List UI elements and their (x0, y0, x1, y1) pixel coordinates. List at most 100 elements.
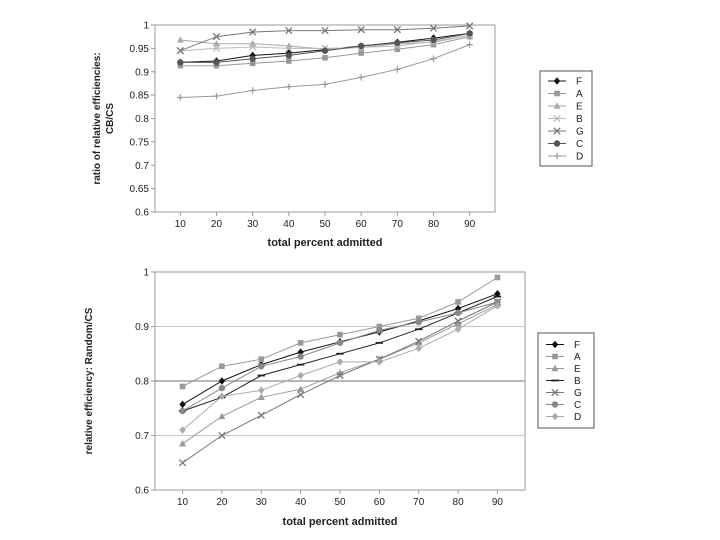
data-point (285, 26, 293, 35)
x-tick-label: 60 (374, 497, 386, 508)
data-point (249, 87, 256, 94)
y-tick-label: 0.7 (135, 161, 149, 172)
data-point (218, 431, 226, 440)
x-tick-label: 40 (295, 497, 307, 508)
x-tick-label: 60 (356, 219, 368, 230)
data-point (358, 50, 364, 56)
legend-marker-G (553, 127, 561, 135)
data-point (218, 392, 226, 401)
data-point (177, 59, 184, 66)
x-tick-label: 20 (211, 219, 223, 230)
data-point (212, 33, 221, 41)
data-point (179, 439, 187, 447)
y-tick-label: 0.9 (135, 67, 149, 78)
legend-marker-D (551, 412, 559, 421)
x-tick-label: 30 (247, 219, 259, 230)
y-tick-label: 0.9 (135, 322, 149, 333)
y-tick-label: 0.7 (135, 431, 149, 442)
data-point (357, 74, 365, 81)
legend-marker-A (554, 90, 560, 97)
data-point (258, 363, 265, 370)
y-tick-label: 0.75 (130, 137, 150, 148)
data-point (494, 274, 501, 281)
data-point (176, 47, 184, 55)
data-point (297, 340, 304, 346)
data-point (454, 317, 462, 325)
data-point (376, 323, 383, 330)
data-point (249, 55, 256, 62)
y-tick-label: 1 (143, 21, 149, 32)
x-tick-label: 80 (428, 219, 440, 230)
x-tick-label: 20 (216, 497, 228, 508)
legend-marker-F (551, 340, 559, 349)
x-tick-label: 10 (175, 219, 187, 230)
data-point (376, 327, 383, 334)
data-point (257, 411, 265, 419)
legend-label-F: F (576, 77, 582, 88)
series-C (179, 298, 501, 415)
data-point (429, 24, 438, 32)
data-point (219, 363, 225, 370)
legend-label-E: E (576, 102, 583, 113)
data-point (454, 320, 462, 327)
data-point (466, 30, 473, 37)
legend-label-C: C (574, 400, 581, 411)
y-tick-label: 0.65 (130, 184, 150, 195)
data-point (394, 66, 401, 73)
data-point (357, 26, 365, 34)
legend-label-G: G (574, 388, 582, 399)
x-tick-label: 50 (319, 219, 331, 230)
data-point (258, 386, 265, 395)
data-point (249, 43, 257, 51)
data-point (321, 26, 329, 35)
data-point (415, 337, 423, 345)
data-point (176, 36, 184, 43)
legend-marker-G (551, 388, 559, 397)
data-point (454, 325, 462, 334)
data-point (249, 51, 256, 60)
x-tick-label: 50 (334, 497, 346, 508)
data-point (415, 344, 422, 353)
data-point (257, 393, 265, 401)
data-point (494, 301, 501, 310)
data-point (285, 83, 293, 90)
series-G (178, 298, 502, 467)
data-point (218, 377, 226, 385)
data-point (430, 55, 437, 62)
data-point (321, 47, 329, 54)
data-point (297, 385, 305, 392)
legend-label-D: D (574, 412, 581, 423)
legend-marker-C (553, 140, 561, 147)
data-point (336, 371, 344, 380)
y-axis-label: relative efficiency: Random/CS (84, 307, 95, 454)
series-E (179, 301, 501, 447)
data-point (212, 44, 221, 53)
data-point (415, 339, 423, 346)
data-point (177, 94, 184, 101)
y-tick-label: 0.85 (130, 91, 150, 102)
x-tick-label: 70 (392, 219, 404, 230)
legend-marker-D (553, 152, 561, 160)
x-tick-label: 80 (453, 497, 465, 508)
y-tick-label: 0.8 (135, 114, 149, 125)
data-point (297, 371, 304, 380)
series-A (179, 274, 501, 390)
legend-label-C: C (576, 139, 583, 150)
data-point (179, 426, 186, 434)
legend-label-D: D (576, 152, 583, 163)
data-point (336, 358, 344, 366)
data-point (218, 412, 226, 420)
legend-label-F: F (574, 340, 580, 351)
series-G (176, 22, 474, 55)
data-point (285, 44, 293, 53)
legend-marker-F (553, 77, 561, 85)
y-tick-label: 0.6 (135, 208, 149, 219)
data-point (297, 353, 304, 360)
y-tick-label: 0.95 (130, 44, 150, 55)
data-point (179, 407, 186, 415)
data-point (494, 298, 501, 306)
legend-label-E: E (574, 364, 581, 375)
x-tick-label: 90 (492, 497, 504, 508)
x-axis-label: total percent admitted (268, 237, 383, 249)
